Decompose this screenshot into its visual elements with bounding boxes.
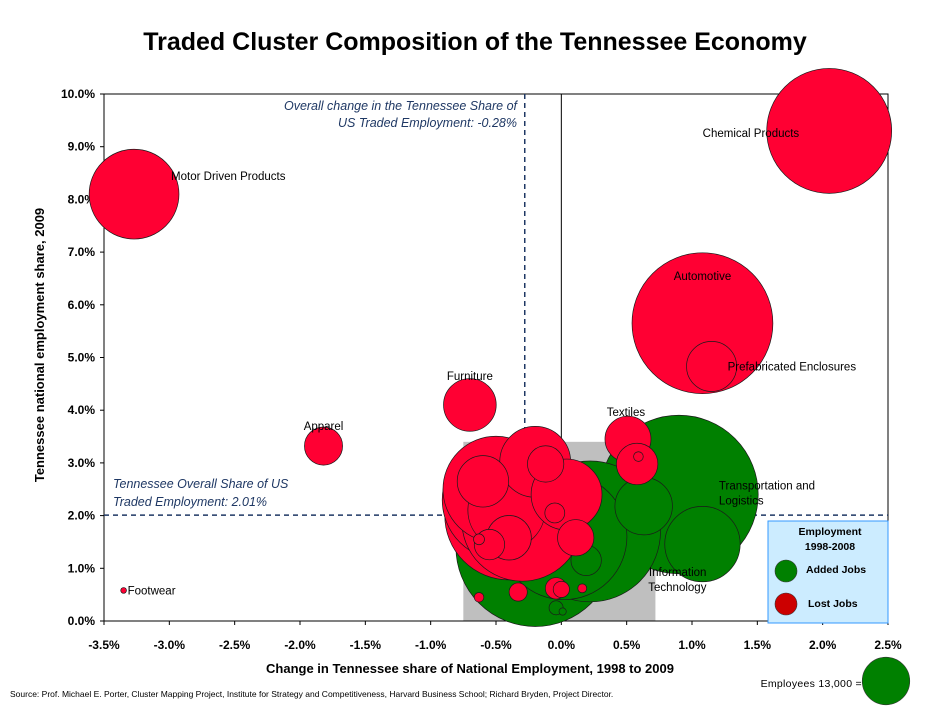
lost-jobs-bubble xyxy=(633,451,644,462)
lost-jobs-bubble xyxy=(616,442,659,486)
added-jobs-bubble xyxy=(614,477,673,536)
lost-jobs-bubble xyxy=(473,533,485,546)
legend-lost-label: Lost Jobs xyxy=(808,598,858,610)
x-tick-label: 0.0% xyxy=(548,638,576,652)
y-tick-label: 9.0% xyxy=(68,140,96,154)
added-jobs-bubble xyxy=(558,607,567,616)
bubble-label: Apparel xyxy=(304,421,344,433)
chart-title: Traded Cluster Composition of the Tennes… xyxy=(143,28,807,56)
lost-jobs-bubble xyxy=(456,455,509,508)
lost-jobs-bubble-apparel xyxy=(304,426,343,466)
bubbles xyxy=(88,68,893,627)
overall-change-note-line2: US Traded Employment: -0.28% xyxy=(338,116,517,130)
x-axis-ticks: -3.5% -3.0% -2.5% -2.0% -1.5% -1.0% -0.5% 0.0% 0… xyxy=(88,621,902,652)
x-tick-label: 2.0% xyxy=(809,638,837,652)
legend-lost-swatch xyxy=(774,592,798,616)
y-tick-label: 1.0% xyxy=(68,561,96,575)
source-note: Source: Prof. Michael E. Porter, Cluster… xyxy=(10,689,613,699)
overall-share-note-line2: Traded Employment: 2.01% xyxy=(113,495,267,509)
lost-jobs-bubble xyxy=(527,445,565,483)
x-tick-label: 1.0% xyxy=(678,638,706,652)
x-tick-label: -1.0% xyxy=(415,638,447,652)
x-tick-label: -3.5% xyxy=(88,638,120,652)
lost-jobs-bubble xyxy=(544,502,566,524)
legend-added-swatch xyxy=(774,559,798,583)
bubble-label: Prefabricated Enclosures xyxy=(728,361,857,373)
x-tick-label: 2.5% xyxy=(874,638,902,652)
y-tick-label: 0.0% xyxy=(68,614,96,628)
bubble-label: Motor Driven Products xyxy=(171,171,286,183)
lost-jobs-bubble-furniture xyxy=(443,378,497,432)
bubble-label: Textiles xyxy=(607,407,646,419)
x-tick-label: -2.0% xyxy=(284,638,316,652)
x-tick-label: 1.5% xyxy=(744,638,772,652)
x-tick-label: -3.0% xyxy=(154,638,186,652)
lost-jobs-bubble-footwear xyxy=(120,587,127,594)
y-tick-label: 10.0% xyxy=(61,87,95,101)
x-tick-label: -1.5% xyxy=(350,638,382,652)
lost-jobs-bubble xyxy=(557,519,595,557)
bubble-label: Chemical Products xyxy=(703,128,800,140)
x-tick-label: -0.5% xyxy=(480,638,512,652)
y-tick-label: 5.0% xyxy=(68,351,96,365)
y-tick-label: 2.0% xyxy=(68,509,96,523)
legend-box: Employment 1998-2008 Added Jobs Lost Job… xyxy=(767,520,889,624)
legend-added-label: Added Jobs xyxy=(806,564,866,576)
overall-change-note-line1: Overall change in the Tennessee Share of xyxy=(284,99,519,113)
overall-share-note-line1: Tennessee Overall Share of US xyxy=(113,477,289,491)
y-tick-label: 7.0% xyxy=(68,245,96,259)
y-tick-label: 4.0% xyxy=(68,403,96,417)
lost-jobs-bubble-motor-driven-products xyxy=(88,148,180,240)
legend-title-line1: Employment xyxy=(798,526,862,538)
x-tick-label: 0.5% xyxy=(613,638,641,652)
bubble-labels: Transportation and Logistics Information Te… xyxy=(128,128,857,598)
lost-jobs-bubble xyxy=(473,592,485,603)
lost-jobs-bubble xyxy=(508,582,528,602)
bubble-label: Information Technology xyxy=(648,567,706,594)
x-tick-label: -2.5% xyxy=(219,638,251,652)
y-tick-label: 3.0% xyxy=(68,456,96,470)
lost-jobs-bubble xyxy=(577,583,588,594)
legend-title-line2: 1998-2008 xyxy=(805,541,855,553)
y-tick-label: 8.0% xyxy=(68,192,96,206)
lost-jobs-bubble-chemical-products xyxy=(766,68,893,194)
bubble-label: Automotive xyxy=(674,271,732,283)
x-axis-label: Change in Tennessee share of National Em… xyxy=(266,661,674,676)
bubble-label: Furniture xyxy=(447,371,493,383)
bubble-label: Footwear xyxy=(128,585,176,597)
lost-jobs-bubble-automotive xyxy=(631,252,774,395)
size-scale-label: Employees 13,000 = xyxy=(761,678,862,690)
added-jobs-bubble-information-technology xyxy=(664,506,741,583)
y-axis-ticks: 0.0% 1.0% 2.0% 3.0% 4.0% 5.0% 6.0% 7.0% 8.0% 9.0%… xyxy=(61,87,104,628)
lost-jobs-bubble xyxy=(552,580,570,598)
y-tick-label: 6.0% xyxy=(68,298,96,312)
y-axis-label: Tennessee national employment share, 200… xyxy=(32,208,47,482)
size-scale-bubble xyxy=(861,656,911,706)
bubble-label: Transportation and Logistics xyxy=(719,481,815,508)
lost-jobs-bubble-prefabricated-enclosures xyxy=(686,341,738,392)
